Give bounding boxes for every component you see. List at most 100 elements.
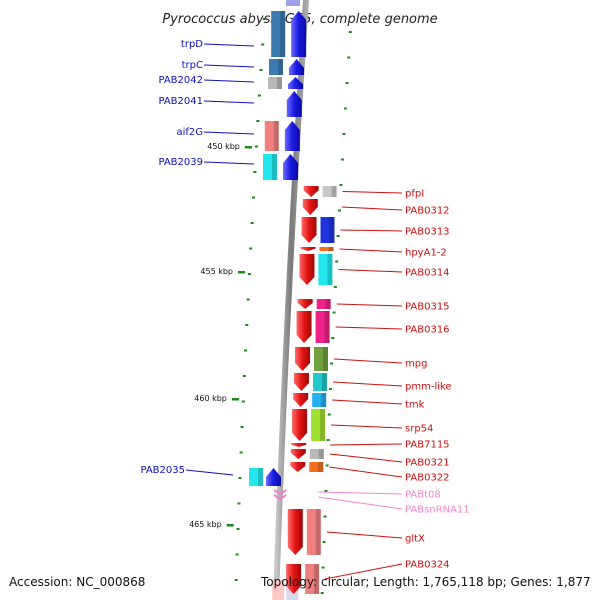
cog-shade [272, 154, 277, 180]
label-leader [203, 79, 255, 83]
gene-trpc[interactable]: trpC [182, 59, 305, 75]
gene-pfpi[interactable]: pfpI [303, 186, 425, 200]
gene-pab2041[interactable]: PAB2041 [158, 91, 302, 117]
left-tick [259, 69, 263, 71]
kbp-tick [231, 398, 239, 401]
gene-label: PAB0321 [405, 458, 450, 469]
gene-pab0324[interactable]: PAB0324 [286, 560, 450, 595]
cog-shade [318, 449, 324, 459]
left-tick [235, 553, 239, 556]
gene-pabt08[interactable]: PABt08 [273, 489, 441, 501]
right-tick [332, 311, 336, 314]
cog-block [311, 409, 326, 441]
right-tick [338, 209, 341, 212]
label-leader [203, 161, 255, 165]
cog-block [312, 393, 327, 407]
gene-arrow [290, 462, 306, 472]
gene-pab2035[interactable]: PAB2035 [140, 465, 281, 486]
label-leader [203, 100, 255, 104]
kbp-label: 465 kbp [189, 520, 222, 529]
kbp-tick [238, 271, 245, 274]
cog-block [249, 468, 263, 486]
gene-pab0312[interactable]: PAB0312 [302, 199, 450, 217]
label-leader [203, 131, 255, 135]
gene-pab0313[interactable]: PAB0313 [301, 217, 450, 243]
gene-arrow [301, 217, 317, 243]
gene-pab2042[interactable]: PAB2042 [158, 75, 304, 89]
left-tick [257, 94, 261, 97]
rna-chevron [273, 494, 287, 501]
cog-block [320, 217, 335, 243]
right-tick [336, 235, 340, 237]
kbp-tick [244, 146, 252, 149]
cog-shade [322, 373, 327, 391]
gene-pmm-like[interactable]: pmm-like [293, 373, 452, 393]
gene-label: PAB7115 [405, 440, 450, 451]
gene-label: PABsnRNA11 [405, 505, 470, 516]
gene-gltx[interactable]: gltX [287, 509, 425, 555]
gene-pab0321[interactable]: PAB0321 [290, 449, 450, 469]
label-leader [318, 491, 403, 495]
cog-block [271, 11, 286, 57]
label-leader [332, 399, 403, 405]
label-leader [331, 424, 403, 429]
gene-pab0315[interactable]: PAB0315 [297, 299, 450, 313]
gene-arrow [291, 443, 307, 447]
gene-label: hpyA1-2 [405, 248, 447, 259]
topology-text: Topology: circular; Length: 1,765,118 bp… [260, 575, 591, 589]
gene-arrow [303, 186, 319, 197]
gene-aif2g[interactable]: aif2G [176, 121, 300, 151]
gene-tmk[interactable]: tmk [293, 393, 425, 411]
gene-label: pmm-like [405, 382, 452, 393]
cog-shade [315, 509, 321, 555]
gene-pab0316[interactable]: PAB0316 [296, 311, 450, 343]
gene-pab0314[interactable]: PAB0314 [299, 254, 450, 285]
label-leader [330, 443, 403, 446]
label-leader [341, 206, 403, 211]
cog-shade [327, 254, 333, 285]
gene-pab2039[interactable]: PAB2039 [158, 154, 299, 180]
cog-shade [277, 77, 282, 89]
gene-arrow [287, 509, 303, 555]
gene-label: aif2G [176, 127, 203, 138]
cog-shade [273, 121, 279, 151]
label-leader [333, 358, 403, 364]
gene-arrow [286, 564, 302, 594]
cog-block [309, 462, 324, 472]
gene-srp54[interactable]: srp54 [292, 409, 433, 441]
gene-label: PAB0312 [405, 206, 450, 217]
left-tick [254, 145, 258, 148]
gene-arrow [299, 254, 315, 285]
cog-shade [325, 299, 331, 309]
gene-pabsnrna11[interactable]: PABsnRNA11 [273, 494, 470, 516]
cog-shade [314, 564, 320, 594]
right-tick [328, 388, 332, 390]
gene-label: srp54 [405, 424, 433, 435]
gene-arrow [293, 373, 309, 391]
gene-trpd[interactable]: trpD [181, 11, 307, 57]
left-tick [236, 528, 240, 530]
cog-block [268, 77, 282, 89]
gene-mpg[interactable]: mpg [295, 347, 427, 371]
label-leader [203, 64, 255, 68]
cog-block [315, 311, 330, 343]
gene-hpya1-2[interactable]: hpyA1-2 [300, 247, 447, 259]
kbp-label: 450 kbp [207, 142, 240, 151]
gene-arrow [283, 154, 299, 180]
gene-arrow [297, 299, 313, 309]
forward-strand-genes: trpD trpC PAB2042 PAB2041 aif2G PAB2039 PAB203… [140, 11, 307, 486]
gene-pab0322[interactable]: PAB0322 [290, 462, 450, 484]
gene-arrow [286, 91, 302, 117]
reverse-strand-genes: pfpI PAB0312 PAB0313 hpyA1-2 PAB0314 PAB0315 P… [273, 186, 470, 595]
cog-shade [280, 11, 286, 57]
gene-arrow [292, 409, 308, 441]
gene-arrow [302, 199, 318, 215]
partial-gene [272, 580, 285, 600]
partial-gene [286, 0, 300, 6]
gene-arrow [289, 59, 305, 75]
right-tick [326, 439, 330, 441]
left-tick [253, 171, 257, 173]
gene-pab7115[interactable]: PAB7115 [291, 440, 450, 451]
gene-label: PAB0322 [405, 473, 450, 484]
